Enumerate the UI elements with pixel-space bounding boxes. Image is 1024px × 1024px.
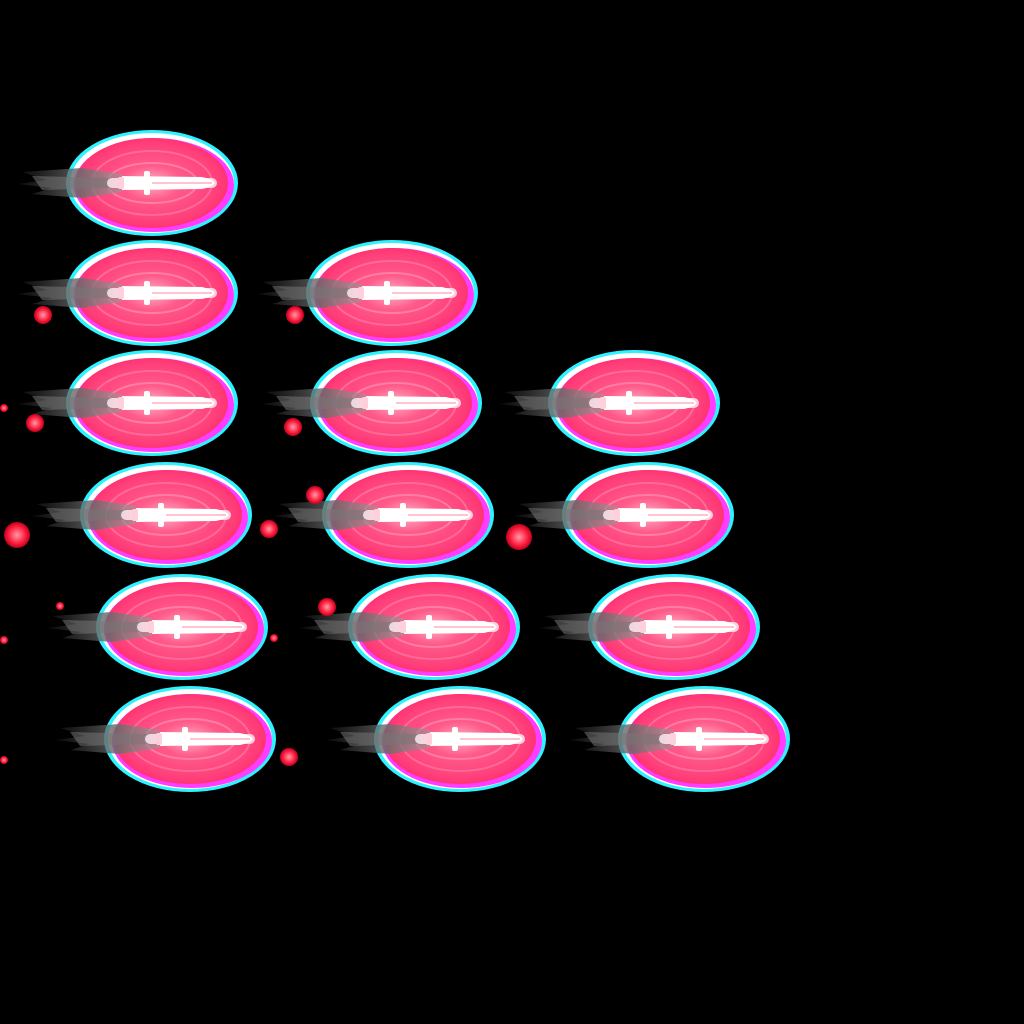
spark-particle	[306, 486, 324, 504]
spark-particle	[0, 636, 8, 644]
glowing-bullet-icon	[54, 685, 277, 793]
spark-particle	[26, 414, 44, 432]
bullet-sprite-r3-c1	[12, 348, 252, 458]
glowing-bullet-icon	[260, 349, 483, 457]
spark-particle	[0, 756, 8, 764]
glowing-bullet-icon	[272, 461, 495, 569]
bullet-sprite-r1-c1	[12, 128, 252, 238]
spark-particle	[318, 598, 336, 616]
glowing-bullet-icon	[324, 685, 547, 793]
bullet-sprite-r4-c1	[26, 460, 266, 570]
glowing-bullet-icon	[16, 239, 239, 347]
glowing-bullet-icon	[538, 573, 761, 681]
spark-particle	[284, 418, 302, 436]
bullet-sprite-r6-c1	[50, 684, 290, 794]
spark-particle	[0, 404, 8, 412]
spark-particle	[34, 306, 52, 324]
bullet-sprite-r4-c2	[268, 460, 508, 570]
glowing-bullet-icon	[30, 461, 253, 569]
glowing-bullet-icon	[512, 461, 735, 569]
glowing-bullet-icon	[16, 129, 239, 237]
spark-particle	[56, 602, 64, 610]
spark-particle	[4, 522, 30, 548]
glowing-bullet-icon	[46, 573, 269, 681]
bullet-sprite-r3-c2	[256, 348, 496, 458]
bullet-sprite-r5-c3	[534, 572, 774, 682]
bullet-sprite-r2-c2	[252, 238, 492, 348]
spark-particle	[506, 524, 532, 550]
spark-particle	[286, 306, 304, 324]
bullet-sprite-r6-c3	[564, 684, 804, 794]
bullet-sprite-r4-c3	[508, 460, 748, 570]
glowing-bullet-icon	[498, 349, 721, 457]
bullet-sprite-r3-c3	[494, 348, 734, 458]
bullet-sprite-r2-c1	[12, 238, 252, 348]
bullet-sprite-r5-c2	[294, 572, 534, 682]
spark-particle	[260, 520, 278, 538]
glowing-bullet-icon	[16, 349, 239, 457]
spark-particle	[270, 634, 278, 642]
spark-particle	[280, 748, 298, 766]
bullet-sprite-r5-c1	[42, 572, 282, 682]
glowing-bullet-icon	[568, 685, 791, 793]
glowing-bullet-icon	[298, 573, 521, 681]
bullet-sprite-r6-c2	[320, 684, 560, 794]
glowing-bullet-icon	[256, 239, 479, 347]
